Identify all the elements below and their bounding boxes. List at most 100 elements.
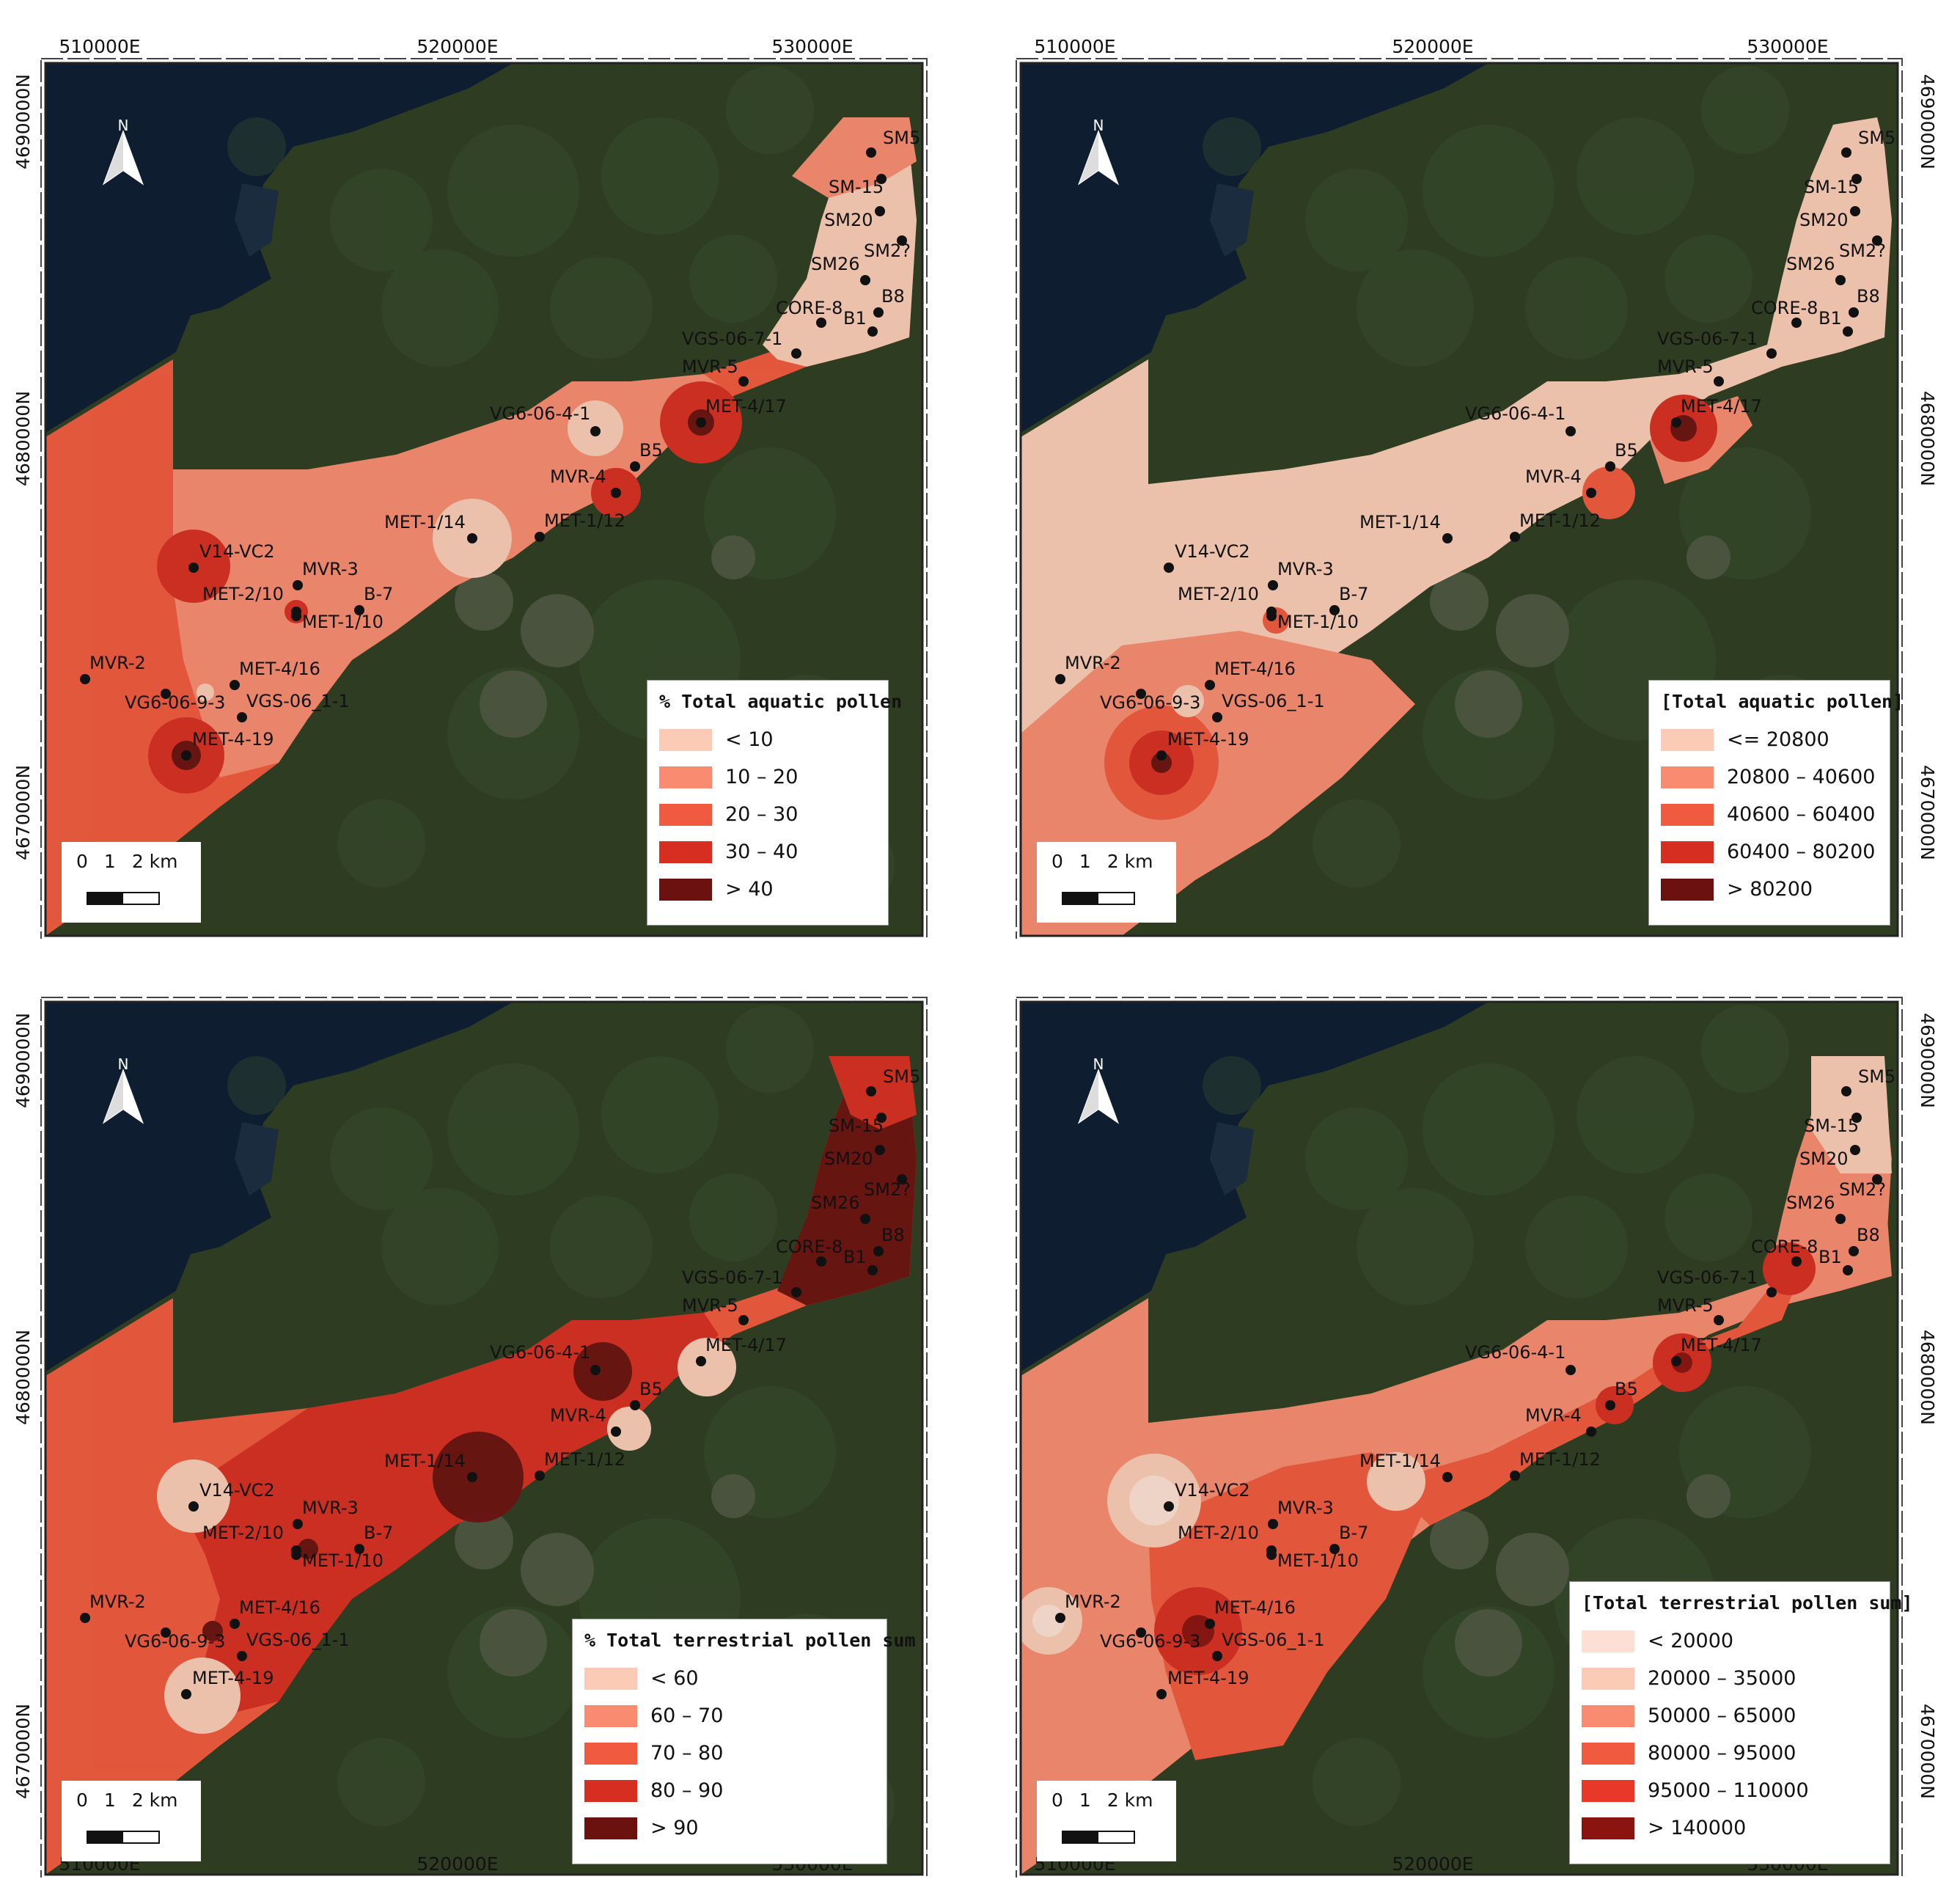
site-marker[interactable] [467, 533, 477, 543]
site-marker[interactable] [1055, 674, 1065, 684]
site-marker[interactable] [860, 275, 870, 285]
site-marker[interactable] [1849, 1246, 1859, 1256]
site-marker[interactable] [1329, 605, 1340, 615]
site-marker[interactable] [1605, 1400, 1615, 1410]
site-marker[interactable] [181, 1689, 191, 1699]
site-marker[interactable] [611, 1426, 621, 1437]
site-marker[interactable] [1156, 1689, 1167, 1699]
site-marker[interactable] [1136, 689, 1146, 699]
site-marker[interactable] [1872, 1174, 1882, 1184]
site-marker[interactable] [188, 1501, 199, 1512]
site-marker[interactable] [80, 1613, 90, 1623]
site-marker[interactable] [1851, 174, 1862, 184]
site-marker[interactable] [1841, 1086, 1851, 1096]
site-marker[interactable] [875, 1145, 885, 1155]
site-marker[interactable] [230, 680, 240, 690]
site-marker[interactable] [867, 326, 878, 337]
site-marker[interactable] [1055, 1613, 1065, 1623]
site-marker[interactable] [860, 1214, 870, 1224]
site-marker[interactable] [1791, 318, 1802, 328]
site-marker[interactable] [897, 1174, 907, 1184]
site-marker[interactable] [1849, 307, 1859, 318]
site-marker[interactable] [611, 488, 621, 498]
site-marker[interactable] [237, 712, 247, 722]
site-marker[interactable] [816, 318, 826, 328]
site-marker[interactable] [1586, 488, 1596, 498]
site-marker[interactable] [181, 750, 191, 761]
site-marker[interactable] [696, 417, 706, 428]
site-marker[interactable] [1835, 275, 1846, 285]
site-marker[interactable] [1605, 461, 1615, 472]
site-marker[interactable] [590, 1365, 601, 1375]
site-marker[interactable] [291, 611, 301, 621]
site-marker[interactable] [80, 674, 90, 684]
site-marker[interactable] [1843, 326, 1853, 337]
site-marker[interactable] [791, 1287, 801, 1297]
site-marker[interactable] [354, 1544, 364, 1554]
site-marker[interactable] [1671, 417, 1681, 428]
site-marker[interactable] [791, 348, 801, 359]
site-marker[interactable] [1268, 1519, 1278, 1529]
site-marker[interactable] [237, 1651, 247, 1661]
site-marker[interactable] [293, 1519, 303, 1529]
site-marker[interactable] [535, 532, 545, 542]
site-marker[interactable] [590, 426, 601, 436]
site-marker[interactable] [467, 1472, 477, 1482]
site-marker[interactable] [1205, 680, 1215, 690]
site-marker[interactable] [1266, 611, 1277, 621]
site-marker[interactable] [188, 563, 199, 573]
site-marker[interactable] [1510, 532, 1520, 542]
site-marker[interactable] [1268, 580, 1278, 590]
site-marker[interactable] [1841, 147, 1851, 158]
site-marker[interactable] [1566, 426, 1576, 436]
site-marker[interactable] [696, 1356, 706, 1366]
site-marker[interactable] [1566, 1365, 1576, 1375]
site-marker[interactable] [1205, 1619, 1215, 1629]
site-marker[interactable] [866, 147, 876, 158]
site-marker[interactable] [1714, 376, 1724, 387]
site-marker[interactable] [293, 580, 303, 590]
site-marker[interactable] [1586, 1426, 1596, 1437]
site-marker[interactable] [1766, 348, 1777, 359]
site-marker[interactable] [876, 174, 887, 184]
site-marker[interactable] [875, 206, 885, 216]
site-marker[interactable] [1156, 750, 1167, 761]
site-marker[interactable] [1671, 1356, 1681, 1366]
site-marker[interactable] [535, 1470, 545, 1481]
site-marker[interactable] [867, 1265, 878, 1275]
site-marker[interactable] [161, 689, 171, 699]
site-marker[interactable] [1329, 1544, 1340, 1554]
site-marker[interactable] [1851, 1113, 1862, 1123]
site-marker[interactable] [1266, 1550, 1277, 1560]
site-marker[interactable] [1442, 1472, 1453, 1482]
site-marker[interactable] [161, 1627, 171, 1638]
site-marker[interactable] [897, 235, 907, 246]
site-marker[interactable] [1136, 1627, 1146, 1638]
site-marker[interactable] [1164, 1501, 1174, 1512]
site-marker[interactable] [230, 1619, 240, 1629]
site-marker[interactable] [738, 1315, 749, 1325]
site-marker[interactable] [291, 1550, 301, 1560]
site-marker[interactable] [1843, 1265, 1853, 1275]
site-marker[interactable] [1872, 235, 1882, 246]
site-marker[interactable] [1850, 1145, 1860, 1155]
site-marker[interactable] [873, 1246, 884, 1256]
site-marker[interactable] [738, 376, 749, 387]
site-marker[interactable] [876, 1113, 887, 1123]
site-marker[interactable] [1442, 533, 1453, 543]
site-marker[interactable] [1850, 206, 1860, 216]
site-marker[interactable] [1212, 712, 1222, 722]
site-marker[interactable] [873, 307, 884, 318]
site-marker[interactable] [866, 1086, 876, 1096]
site-marker[interactable] [1791, 1256, 1802, 1267]
site-marker[interactable] [1510, 1470, 1520, 1481]
site-marker[interactable] [1835, 1214, 1846, 1224]
site-marker[interactable] [1212, 1651, 1222, 1661]
site-marker[interactable] [630, 1400, 640, 1410]
site-marker[interactable] [1164, 563, 1174, 573]
site-marker[interactable] [630, 461, 640, 472]
site-marker[interactable] [1766, 1287, 1777, 1297]
site-marker[interactable] [354, 605, 364, 615]
site-marker[interactable] [1714, 1315, 1724, 1325]
site-marker[interactable] [816, 1256, 826, 1267]
